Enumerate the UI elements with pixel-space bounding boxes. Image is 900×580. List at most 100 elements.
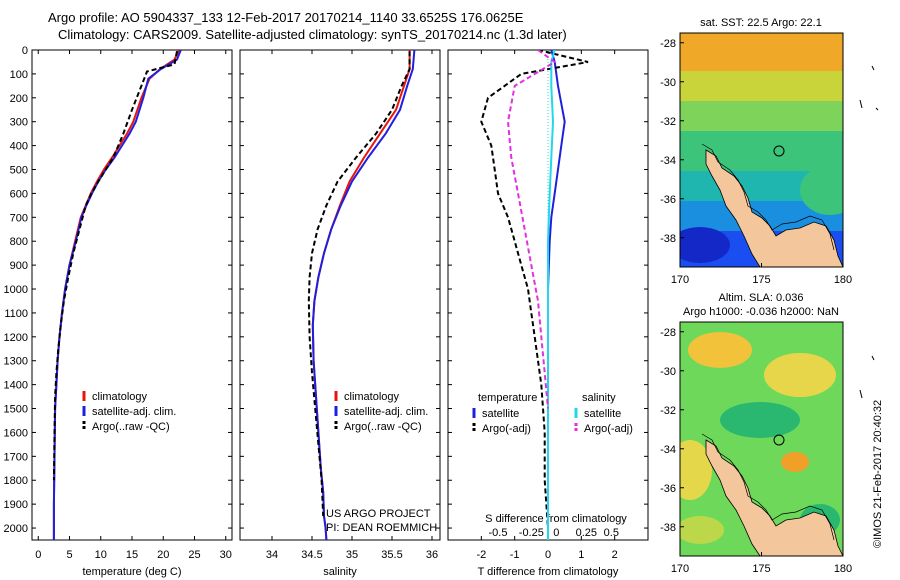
map-y-tick-label: -38 (660, 522, 676, 534)
sla-high-anomaly (764, 353, 836, 397)
sla-map-title: Altim. SLA: 0.036 (719, 292, 804, 304)
sst-map-title: sat. SST: 22.5 Argo: 22.1 (700, 17, 822, 29)
x-axis-label: T difference from climatology (478, 566, 619, 578)
s-tick-label: 0 (553, 527, 559, 539)
map-x-tick-label: 170 (671, 274, 689, 286)
y-tick-label: 1900 (4, 499, 28, 511)
map-y-tick-label: -28 (660, 327, 676, 339)
series-line-argo-adj- (480, 50, 589, 529)
salinity-panel: 34 34.5 35 35.5 36 salinity climatology satelli… (239, 49, 441, 578)
sla-high-anomaly (688, 332, 752, 368)
y-tick-label: 1300 (4, 356, 28, 368)
series-line-argo-raw-qc- (307, 51, 411, 517)
x-tick-label: 34 (266, 549, 278, 561)
y-tick-label: 900 (10, 260, 28, 272)
y-tick-label: 1600 (4, 427, 28, 439)
isobath-line (701, 433, 835, 541)
x-tick-label: 0 (35, 549, 41, 561)
x-tick-label: 5 (66, 549, 72, 561)
y-tick-label: 100 (10, 69, 28, 81)
map-y-tick-label: -32 (660, 116, 676, 128)
y-tick-label: 700 (10, 212, 28, 224)
legend-label: Argo(..raw -QC) (344, 421, 422, 433)
sst-mid-band (680, 101, 843, 131)
y-tick-label: 300 (10, 117, 28, 129)
x-tick-label: -2 (476, 549, 486, 561)
map-x-tick-label: 175 (752, 274, 770, 286)
s-tick-label: 0.25 (576, 527, 597, 539)
x-tick-label: 30 (220, 549, 232, 561)
plot-frame (239, 49, 441, 541)
y-tick-label: 400 (10, 141, 28, 153)
series-line-argo-adj- (506, 50, 557, 409)
x-tick-label: 35 (346, 549, 358, 561)
y-tick-label: 800 (10, 236, 28, 248)
sst-warm-band (680, 71, 843, 101)
legend-label: climatology (92, 391, 148, 403)
x-tick-label: 20 (157, 549, 169, 561)
map-x-tick-label: 180 (834, 274, 852, 286)
y-tick-label: 0 (22, 45, 28, 57)
sla-high-anomaly (680, 516, 724, 544)
sst-mid-band (680, 131, 843, 171)
y-tick-label: 600 (10, 188, 28, 200)
map-x-tick-label: 175 (752, 563, 770, 575)
legend-label: Argo(-adj) (482, 423, 531, 435)
map-y-tick-label: -30 (660, 77, 676, 89)
x-tick-label: 0 (545, 549, 551, 561)
imos-credit: ©IMOS 21-Feb-2017 20:40:32 (872, 399, 884, 548)
sla-peak-anomaly (781, 452, 809, 472)
y-tick-label: 1400 (4, 380, 28, 392)
map-y-tick-label: -30 (660, 366, 676, 378)
x-tick-label: -1 (510, 549, 520, 561)
sst-warm-band (680, 33, 843, 71)
difference-panel: -2 -1 0 1 2-0.5 -0.25 0 0.25 0.5S difference fro… (447, 49, 649, 578)
y-tick-label: 1700 (4, 451, 28, 463)
y-tick-label: 1000 (4, 284, 28, 296)
map-y-tick-label: -32 (660, 405, 676, 417)
x-tick-label: 25 (188, 549, 200, 561)
sla-map: Altim. SLA: 0.036 Argo h1000: -0.036 h20… (679, 292, 875, 557)
sla-low-anomaly (720, 402, 800, 438)
legend-heading: salinity (582, 392, 616, 404)
x-tick-label: 10 (95, 549, 107, 561)
map-y-tick-label: -34 (660, 444, 676, 456)
x-tick-label: 2 (612, 549, 618, 561)
x-axis-label: salinity (323, 566, 357, 578)
s-tick-label: -0.5 (489, 527, 508, 539)
x-tick-label: 35.5 (381, 549, 402, 561)
x-axis-label: temperature (deg C) (82, 566, 181, 578)
s-axis-label: S difference from climatology (485, 513, 627, 525)
isobath-line (701, 143, 835, 251)
north-island-landmass (705, 149, 843, 267)
argo-float-marker (773, 434, 785, 446)
map-y-tick-label: -36 (660, 483, 676, 495)
sst-patch (800, 165, 843, 215)
climatology-title: Climatology: CARS2009. Satellite-adjuste… (58, 27, 567, 42)
legend-label: climatology (344, 391, 400, 403)
sla-high-anomaly (680, 440, 712, 500)
series-group (52, 50, 182, 540)
legend-label: Argo(-adj) (584, 423, 633, 435)
x-tick-label: 36 (426, 549, 438, 561)
pi-label: PI: DEAN ROEMMICH (326, 522, 437, 534)
map-y-tick-label: -34 (660, 155, 676, 167)
series-line-satellite (547, 50, 556, 540)
legend-heading: temperature (478, 392, 537, 404)
island-marks (859, 65, 879, 111)
sst-patch (680, 227, 730, 263)
legend-label: satellite-adj. clim. (344, 406, 428, 418)
y-tick-label: 200 (10, 93, 28, 105)
island-marks (859, 355, 875, 399)
profile-title: Argo profile: AO 5904337_133 12-Feb-2017… (48, 10, 524, 25)
y-tick-label: 500 (10, 165, 28, 177)
y-tick-label: 1100 (4, 308, 28, 320)
s-tick-label: 0.5 (604, 527, 619, 539)
legend-label: satellite (482, 408, 519, 420)
project-label: US ARGO PROJECT (326, 508, 431, 520)
legend-label: satellite-adj. clim. (92, 406, 176, 418)
y-tick-label: 2000 (4, 523, 28, 535)
legend-label: Argo(..raw -QC) (92, 421, 170, 433)
s-tick-label: -0.25 (519, 527, 544, 539)
